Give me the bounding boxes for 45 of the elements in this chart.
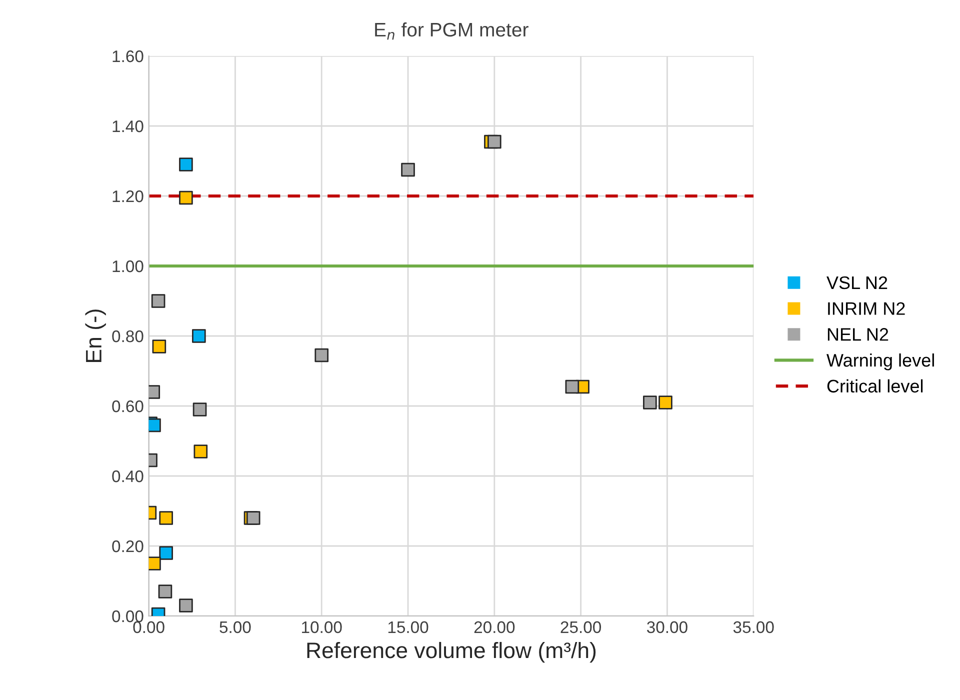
point <box>159 546 173 560</box>
point <box>194 444 208 458</box>
y-tick-label: 1.40 <box>112 120 144 132</box>
x-tick-label: 15.00 <box>388 621 428 634</box>
y-tick-label: 0.80 <box>112 330 144 342</box>
point <box>658 396 672 410</box>
x-tick-label: 35.00 <box>733 621 774 634</box>
x-tick-label: 20.00 <box>474 621 515 634</box>
y-tick-label: 0.00 <box>112 610 144 622</box>
point <box>246 511 260 525</box>
y-tick-label: 0.40 <box>112 470 144 482</box>
point <box>643 396 657 410</box>
legend-label: INRIM N2 <box>828 302 905 315</box>
point <box>151 294 166 308</box>
x-axis-title: Reference volume flow (m³/h) <box>307 642 596 663</box>
y-tick-label: 0.20 <box>112 540 144 552</box>
y-tick-label: 0.60 <box>112 400 144 412</box>
x-tick-label: 30.00 <box>646 621 688 634</box>
point <box>314 348 329 362</box>
y-tick-label: 1.00 <box>112 260 144 272</box>
point <box>159 511 173 525</box>
point <box>148 556 161 570</box>
point <box>152 340 166 354</box>
legend-label: Critical level <box>827 379 923 393</box>
x-tick-label: 0.00 <box>133 621 164 634</box>
point <box>192 402 207 416</box>
point <box>179 190 193 205</box>
y-axis-title: En (-) <box>85 310 106 362</box>
point <box>158 584 172 598</box>
chart-title: E$_{n}$ for PGM meter <box>375 22 528 40</box>
x-tick-label: 25.00 <box>560 621 602 634</box>
point <box>179 158 193 172</box>
legend-label: Warning level <box>826 353 934 370</box>
point <box>192 329 206 343</box>
point <box>148 418 161 432</box>
y-tick-label: 1.20 <box>112 190 144 202</box>
legend-label: NEL N2 <box>828 328 888 341</box>
point <box>565 380 580 394</box>
point <box>179 598 193 612</box>
legend-label: VSL N2 <box>826 276 888 290</box>
x-tick-label: 10.00 <box>302 621 342 634</box>
y-tick-label: 1.60 <box>112 50 144 62</box>
point <box>487 134 502 149</box>
point <box>401 162 415 177</box>
x-tick-label: 5.00 <box>220 621 251 634</box>
